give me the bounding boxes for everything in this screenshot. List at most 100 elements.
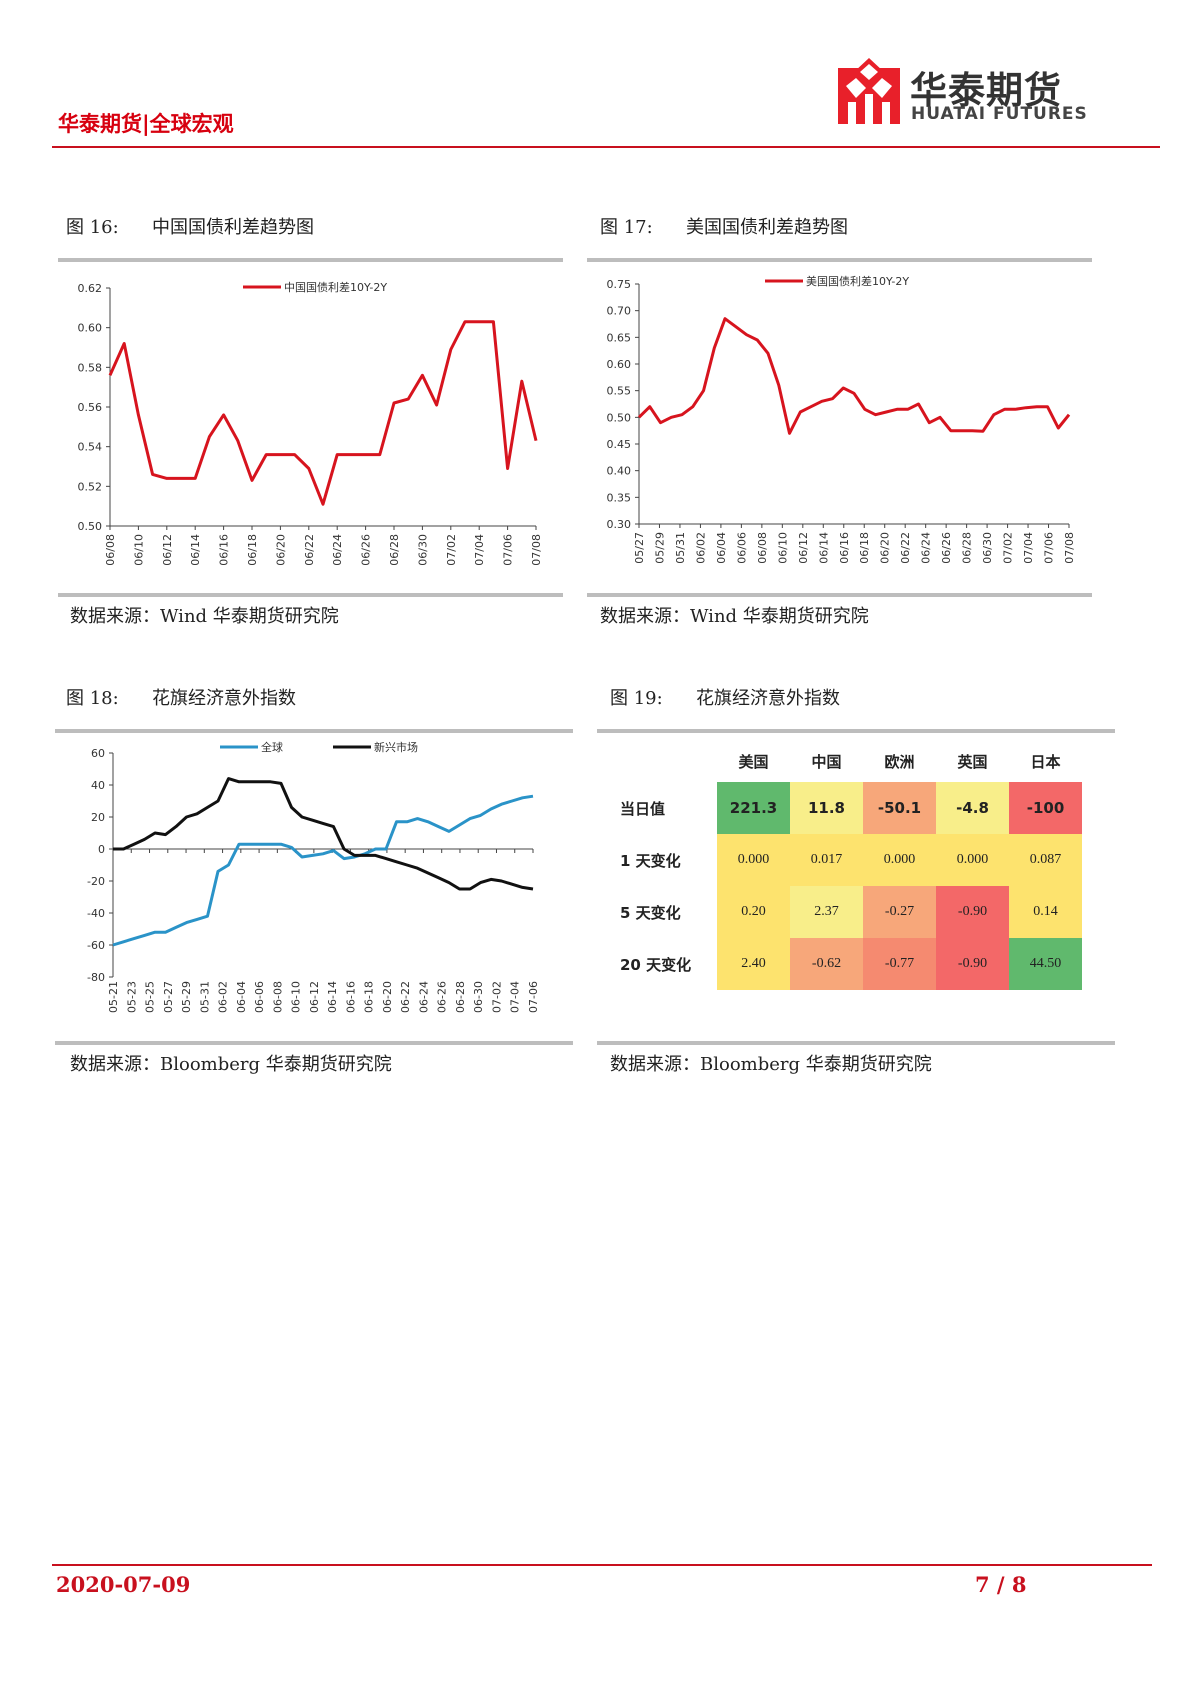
citi-x-tick-label: 07-02 <box>490 981 503 1013</box>
us-x-tick-label: 05/27 <box>633 532 646 564</box>
china-spread-chart: 0.50 0.52 0.54 0.56 0.58 0.60 0.62 06/08 06/10 06… <box>78 280 544 566</box>
citi-y-tick-label: -80 <box>87 971 105 984</box>
header-divider <box>52 146 1160 148</box>
china-x-tick-label: 06/20 <box>274 534 287 566</box>
brand-logo: 华泰期货 HUATAI FUTURES <box>838 58 1088 128</box>
china-series-line-0 <box>108 320 538 506</box>
fig17-caption: 图 17: 美国国债利差趋势图 <box>600 213 848 239</box>
us-x-tick-label: 07/06 <box>1043 532 1056 564</box>
us-x-tick-label: 05/29 <box>653 532 666 564</box>
us-y-tick-label: 0.55 <box>607 385 632 398</box>
us-y-tick-label: 0.75 <box>607 278 632 291</box>
heat-row-label: 5 天变化 <box>620 903 681 922</box>
heat-corner-cell <box>600 740 717 782</box>
fig16-label: 图 16: <box>66 217 119 238</box>
citi-y-tick-label: 40 <box>91 779 105 792</box>
heat-value-cell: -0.77 <box>863 938 936 990</box>
china-x-tick-label: 06/12 <box>161 534 174 566</box>
citi-series-line-1 <box>113 777 534 891</box>
fig16-top-rule <box>58 258 563 262</box>
china-x-tick-label: 07/02 <box>445 534 458 566</box>
heat-value-cell: -50.1 <box>863 782 936 834</box>
us-x-tick-label: 07/04 <box>1022 532 1035 564</box>
china-x-tick-label: 07/08 <box>530 534 543 566</box>
citi-x-tick-label: 06-16 <box>344 981 357 1013</box>
china-y-tick-label: 0.60 <box>78 322 103 335</box>
footer-date: 2020-07-09 <box>56 1572 191 1597</box>
header-title: 华泰期货|全球宏观 <box>58 112 234 136</box>
fig18-top-rule <box>55 729 573 733</box>
fig18-source: 数据来源：Bloomberg 华泰期货研究院 <box>70 1054 392 1075</box>
china-x-tick-label: 06/28 <box>388 534 401 566</box>
us-x-tick-label: 06/24 <box>920 532 933 564</box>
heat-header-row: 美国 中国 欧洲 英国 日本 <box>600 740 1082 782</box>
china-x-tick-label: 06/08 <box>104 534 117 566</box>
citi-x-tick-label: 06-20 <box>381 981 394 1013</box>
china-x-tick-label: 06/18 <box>246 534 259 566</box>
us-series-line-0 <box>637 317 1071 435</box>
citi-x-tick-label: 06-10 <box>290 981 303 1013</box>
fig16-source: 数据来源：Wind 华泰期货研究院 <box>70 606 339 627</box>
fig19-top-rule <box>597 729 1115 733</box>
citi-y-tick-label: 20 <box>91 811 105 824</box>
citi-x-tick-label: 07-06 <box>527 981 540 1013</box>
heat-value-cell: -4.8 <box>936 782 1009 834</box>
citi-y-tick-label: 60 <box>91 747 105 760</box>
us-y-tick-label: 0.40 <box>607 465 632 478</box>
us-y-tick-label: 0.35 <box>607 491 632 504</box>
citi-surprise-table: 美国 中国 欧洲 英国 日本 当日值 221.3 11.8 -50.1 -4.8 -100 1 天变化… <box>600 740 1082 990</box>
citi-x-tick-label: 06-14 <box>326 981 339 1013</box>
citi-x-tick-label: 05-29 <box>180 981 193 1013</box>
fig19-label: 图 19: <box>610 688 663 709</box>
heat-row: 当日值 221.3 11.8 -50.1 -4.8 -100 <box>600 782 1082 834</box>
heat-value-cell: -100 <box>1009 782 1082 834</box>
heat-value-cell: -0.90 <box>936 886 1009 938</box>
china-x-tick-label: 06/30 <box>416 534 429 566</box>
citi-x-tick-label: 06-30 <box>472 981 485 1013</box>
footer-divider <box>52 1564 1152 1566</box>
citi-surprise-chart: -80 -60 -40 -20 0 20 40 60 05-21 05-23 05-25 05-27 0… <box>87 740 540 1013</box>
heat-row: 5 天变化 0.20 2.37 -0.27 -0.90 0.14 <box>600 886 1082 938</box>
china-x-tick-label: 06/16 <box>218 534 231 566</box>
heat-value-cell: 0.087 <box>1009 834 1082 886</box>
fig17-title: 美国国债利差趋势图 <box>686 217 848 238</box>
fig19-source: 数据来源：Bloomberg 华泰期货研究院 <box>610 1054 932 1075</box>
citi-x-tick-label: 06-12 <box>308 981 321 1013</box>
fig19-title: 花旗经济意外指数 <box>696 688 840 709</box>
us-x-tick-label: 05/31 <box>674 532 687 564</box>
citi-series-line-0 <box>112 794 534 947</box>
us-x-tick-label: 06/04 <box>715 532 728 564</box>
fig16-bottom-rule <box>58 593 563 597</box>
china-y-tick-label: 0.52 <box>78 480 103 493</box>
heat-value-cell: -0.90 <box>936 938 1009 990</box>
citi-x-tick-label: 05-23 <box>125 981 138 1013</box>
citi-legend-label: 全球 <box>261 740 283 754</box>
logo-en-text: HUATAI FUTURES <box>911 104 1088 124</box>
us-x-tick-label: 06/08 <box>756 532 769 564</box>
us-x-tick-label: 06/02 <box>694 532 707 564</box>
heat-row: 1 天变化 0.000 0.017 0.000 0.000 0.087 <box>600 834 1082 886</box>
fig18-bottom-rule <box>55 1041 573 1045</box>
us-x-tick-label: 06/18 <box>858 532 871 564</box>
logo-cn-text: 华泰期货 <box>910 69 1062 112</box>
china-y-tick-label: 0.56 <box>78 401 103 414</box>
citi-x-tick-label: 06-24 <box>417 981 430 1013</box>
us-x-tick-label: 06/14 <box>817 532 830 564</box>
us-y-tick-label: 0.50 <box>607 411 632 424</box>
citi-x-tick-label: 06-28 <box>454 981 467 1013</box>
footer-page-number: 7 / 8 <box>975 1572 1027 1597</box>
us-x-tick-label: 06/20 <box>879 532 892 564</box>
heat-value-cell: 0.017 <box>790 834 863 886</box>
fig17-bottom-rule <box>587 593 1092 597</box>
us-x-tick-label: 06/10 <box>776 532 789 564</box>
us-x-tick-label: 06/22 <box>899 532 912 564</box>
china-x-tick-label: 06/24 <box>331 534 344 566</box>
china-y-tick-label: 0.58 <box>78 361 103 374</box>
citi-x-tick-label: 06-18 <box>363 981 376 1013</box>
china-x-tick-label: 06/14 <box>189 534 202 566</box>
china-x-tick-label: 07/04 <box>473 534 486 566</box>
fig16-title: 中国国债利差趋势图 <box>152 217 314 238</box>
huatai-logo-icon <box>838 58 900 124</box>
fig19-bottom-rule <box>597 1041 1115 1045</box>
china-x-tick-label: 06/10 <box>132 534 145 566</box>
